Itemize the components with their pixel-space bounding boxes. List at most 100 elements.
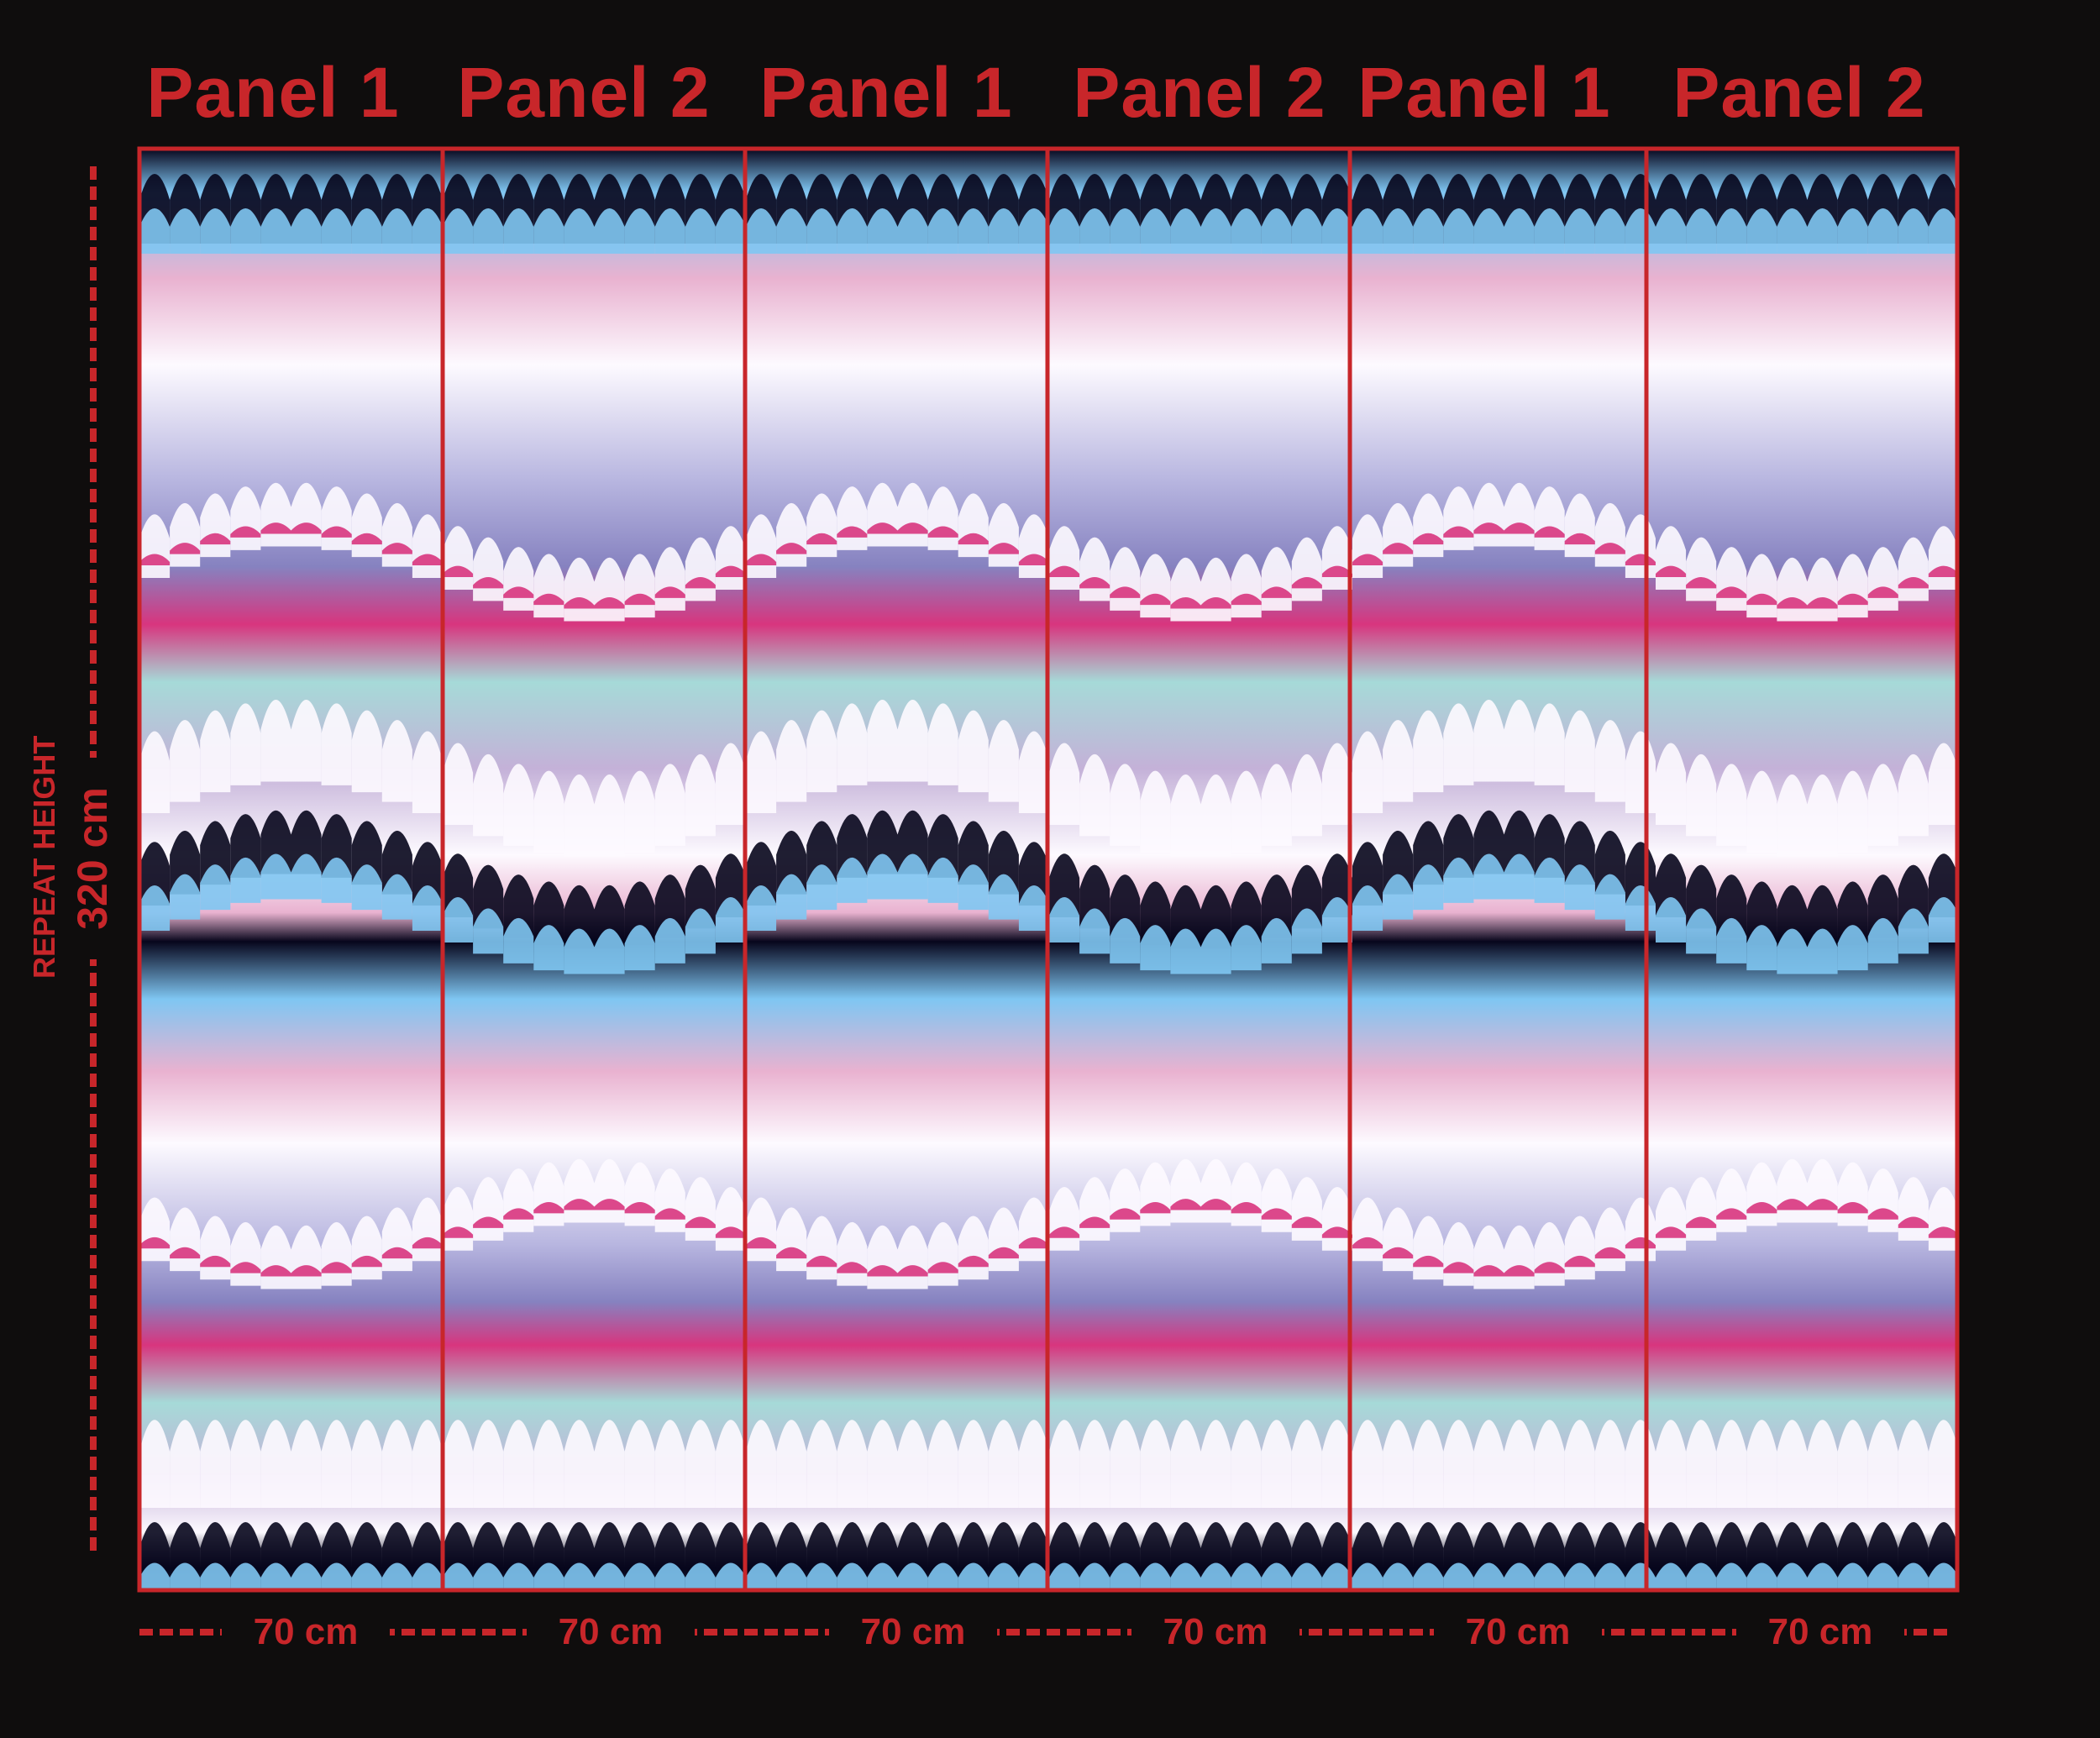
pattern-arch (1928, 1420, 1957, 1508)
pattern-arch (1898, 1562, 1929, 1590)
pattern-arch (988, 720, 1019, 802)
pattern-arch (1049, 1420, 1080, 1508)
pattern-arch (654, 208, 685, 254)
pattern-arch (1383, 720, 1414, 802)
pattern-arch (351, 1420, 382, 1508)
pattern-arch (1746, 1201, 1777, 1214)
pattern-arch (1504, 1562, 1535, 1590)
pattern-arch (1383, 1420, 1414, 1508)
pattern-arch (1049, 565, 1080, 578)
pattern-arch (291, 1420, 322, 1508)
pattern-arch (988, 208, 1019, 254)
pattern-arch (806, 864, 837, 911)
pattern-arch (1564, 1420, 1595, 1508)
pattern-arch (230, 1262, 261, 1273)
pattern-arch (1443, 526, 1474, 538)
pattern-arch (503, 1420, 534, 1508)
pattern-arch (1231, 1562, 1262, 1590)
pattern-arch (291, 522, 322, 534)
pattern-arch (776, 720, 807, 802)
pattern-arch (867, 522, 898, 534)
pattern-arch (624, 1201, 655, 1214)
pattern-arch (1716, 764, 1747, 846)
pattern-arch (230, 526, 261, 538)
pattern-arch (1928, 208, 1957, 254)
pattern-arch (1291, 1562, 1322, 1590)
pattern-arch (837, 1562, 868, 1590)
pattern-arch (1928, 743, 1957, 826)
pattern-arch (1018, 1420, 1049, 1508)
pattern-arch (1867, 1208, 1898, 1220)
pattern-arch (1352, 885, 1383, 931)
pattern-arch (1110, 874, 1141, 938)
pattern-arch (1686, 864, 1717, 929)
pattern-arch (139, 885, 171, 931)
pattern-arch (715, 897, 746, 943)
pattern-arch (1867, 874, 1898, 938)
pattern-arch (1686, 1216, 1717, 1228)
pattern-arch (230, 1420, 261, 1508)
repeat-height-caption: REPEAT HEIGHT (25, 736, 64, 979)
pattern-arch (412, 1562, 443, 1590)
panel-label-5: Panel 1 (1357, 53, 1611, 132)
pattern-arch (230, 1562, 261, 1590)
pattern-arch (1594, 208, 1625, 254)
pattern-arch (200, 533, 231, 545)
pattern-arch (1534, 1262, 1565, 1273)
pattern-arch (1777, 774, 1808, 857)
pattern-arch (1352, 1420, 1383, 1508)
pattern-arch (1867, 586, 1898, 598)
pattern-arch (1716, 208, 1747, 254)
pattern-arch (654, 1208, 685, 1220)
pattern-arch (1777, 928, 1808, 974)
pattern-arch (624, 1562, 655, 1590)
pattern-arch (1413, 1255, 1444, 1268)
pattern-arch (503, 874, 534, 938)
pattern-arch (927, 526, 958, 538)
pattern-arch (958, 1255, 989, 1268)
pattern-arch (624, 770, 655, 853)
pattern-arch (1473, 810, 1504, 874)
pattern-arch (594, 1199, 625, 1210)
pattern-arch (260, 208, 291, 254)
pattern-arch (715, 853, 746, 918)
pattern-arch (351, 208, 382, 254)
pattern-arch (1867, 1562, 1898, 1590)
pattern-arch (715, 1562, 746, 1590)
pattern-arch (1716, 586, 1747, 598)
pattern-arch (1473, 522, 1504, 534)
pattern-arch (1261, 917, 1292, 964)
pattern-arch (260, 810, 291, 874)
pattern-arch (1291, 1420, 1322, 1508)
pattern-arch (897, 853, 928, 900)
pattern-arch (1413, 864, 1444, 911)
pattern-arch (1170, 1562, 1201, 1590)
pattern-arch (1018, 842, 1049, 906)
pattern-arch (412, 1420, 443, 1508)
pattern-arch (1231, 1201, 1262, 1214)
pattern-arch (1716, 1562, 1747, 1590)
pattern-arch (1200, 1562, 1231, 1590)
pattern-arch (746, 1237, 777, 1249)
pattern-arch (685, 908, 716, 954)
pattern-arch (685, 753, 716, 837)
pattern-arch (1443, 703, 1474, 785)
pattern-arch (1291, 208, 1322, 254)
pattern-arch (1018, 885, 1049, 931)
pattern-arch (1261, 208, 1292, 254)
pattern-arch (200, 1255, 231, 1268)
pattern-arch (1473, 853, 1504, 900)
pattern-arch (1110, 208, 1141, 254)
pattern-arch (473, 208, 504, 254)
pattern-arch (1777, 1562, 1808, 1590)
pattern-arch (200, 208, 231, 254)
pattern-arch (958, 864, 989, 911)
pattern-arch (1049, 1562, 1080, 1590)
pattern-arch (443, 565, 474, 578)
pattern-arch (1018, 1237, 1049, 1249)
pattern-arch (381, 1247, 412, 1259)
pattern-arch (1746, 1562, 1777, 1590)
pattern-arch (806, 821, 837, 885)
pattern-arch (1807, 885, 1838, 949)
